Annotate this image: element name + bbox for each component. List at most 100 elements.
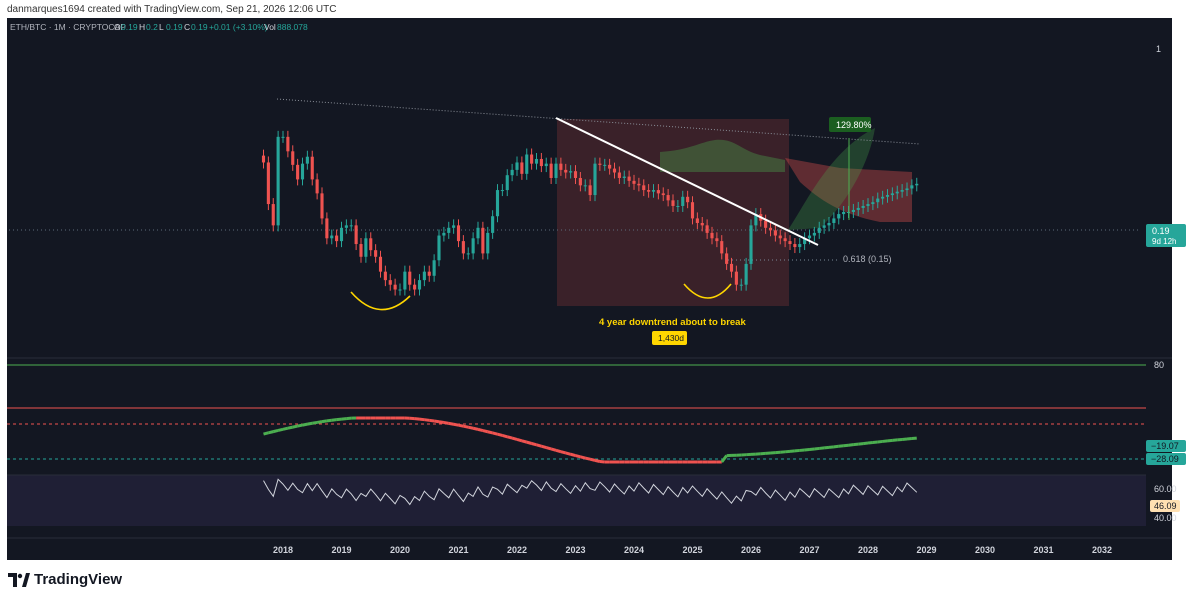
oscillator-segment [433,419,440,424]
candle [510,169,514,176]
candle [505,175,509,191]
candle [739,284,743,286]
oscillator-segment [282,426,289,431]
candle [549,163,553,178]
candle [447,227,451,233]
time-tick-label: 2032 [1092,545,1112,555]
downtrend-line[interactable] [555,117,819,246]
candle [890,193,894,196]
resistance-line[interactable] [276,98,921,145]
oscillator-segment [858,442,864,446]
legend-low-label: L [159,22,164,32]
oscillator-segment [472,426,479,431]
candle [666,195,670,201]
candle [812,232,816,236]
oscillator-segment [877,439,883,444]
oscillator-segment [311,420,318,425]
candle [530,154,534,164]
candle [832,218,836,223]
oscillator-segment [862,441,869,446]
candle [661,193,665,196]
candle [578,177,582,186]
candle [905,188,909,191]
oscillator-segment [321,419,328,424]
oscillator-segment [555,448,562,454]
oscillator-segment [867,441,874,445]
legend-change: +0.01 (+3.10%) [209,22,268,32]
candle [715,238,719,242]
oscillator-segment [882,439,888,443]
time-tick-label: 2028 [858,545,878,555]
time-tick-label: 2029 [916,545,936,555]
candle [437,235,441,261]
tradingview-wordmark: TradingView [34,571,123,588]
candle [559,163,563,170]
candle [495,190,500,217]
oscillator-segment [458,423,464,428]
period-range-box[interactable] [557,119,789,306]
candle [369,238,373,251]
candle [876,198,880,203]
candle [651,190,656,192]
candle [690,202,695,219]
oscillator-segment [497,432,503,437]
bottom-arc-right [683,283,732,299]
oscillator-segment [331,418,337,422]
tradingview-logo-icon [8,572,30,587]
oscillator-segment [307,421,313,426]
oscillator-series [263,416,917,464]
fib-level-label: 0.618 (0.15) [843,254,892,264]
candle [603,164,607,166]
candle [612,168,617,173]
legend-high-label: H [139,22,145,32]
candle [598,163,602,165]
legend-volume-value: 888.078 [277,22,308,32]
oscillator-segment [326,418,332,423]
candle [881,196,885,199]
candle [393,284,397,290]
candle [339,227,344,242]
time-tick-label: 2020 [390,545,410,555]
oscillator-segment [545,446,552,451]
candle [851,209,855,212]
time-axis: 2018 2019 2020 2021 2022 2023 2024 2025 2026 2027… [273,545,1112,555]
candle [861,205,865,208]
candle [266,162,270,205]
candle [807,235,812,239]
candle [471,238,475,254]
candle [422,271,426,281]
candle [335,235,339,242]
oscillator-segment [584,456,591,461]
candle [554,163,558,178]
candle [330,235,334,239]
candle [827,222,831,226]
osc-b-tag [1146,453,1186,465]
oscillator-segment [872,440,878,444]
candle [398,289,402,291]
legend-open-label: O [114,22,121,32]
candle [871,202,875,205]
oscillator-segment [487,430,493,435]
rsi-value: 46.09 [1154,501,1177,511]
candle [286,136,290,152]
candle [803,238,807,245]
candle [632,180,636,184]
legend-volume-label: Vol [264,22,276,32]
candle [910,185,914,189]
oscillator-segment [521,439,528,444]
candle [403,271,407,290]
oscillator-segment [536,443,542,448]
candle [315,179,319,194]
oscillator-segment [438,420,445,424]
oscillator-segment [506,435,513,440]
candle [573,171,578,178]
oscillator-segment [550,447,557,452]
candle [491,216,495,233]
candle [364,238,368,257]
legend-close-label: C [184,22,190,32]
candle [271,204,275,226]
rsi-lower-label: 40.00 [1154,513,1177,523]
time-tick-label: 2018 [273,545,293,555]
downtrend-caption: 4 year downtrend about to break [599,317,746,328]
